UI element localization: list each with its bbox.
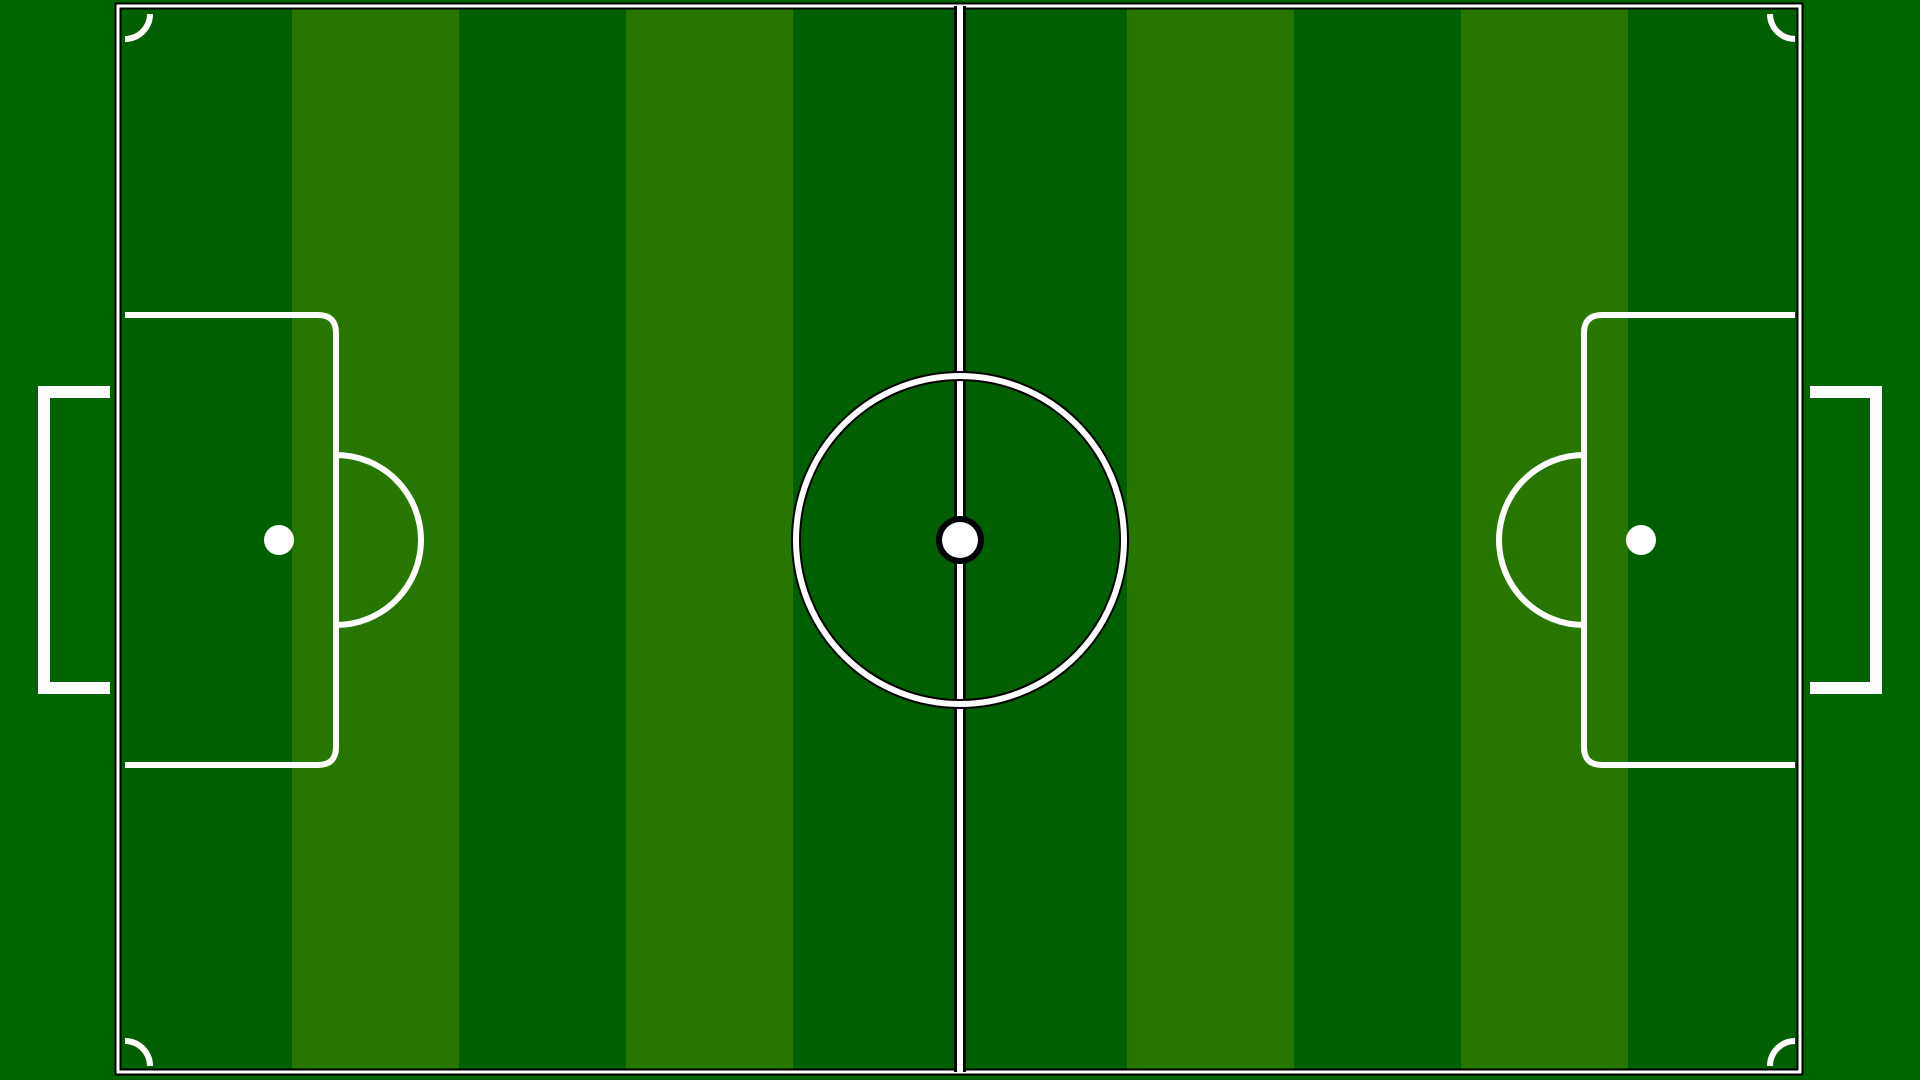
goal-icon-right — [1810, 386, 1882, 694]
pitch-stripe — [960, 9, 1128, 1069]
pitch-stripe — [1294, 9, 1462, 1069]
pitch-stripe — [1461, 9, 1629, 1069]
pitch-stripe — [793, 9, 961, 1069]
goal-icon-left — [38, 386, 110, 694]
pitch-stripe — [1127, 9, 1295, 1069]
corner-arc-icon-bottom-right — [1767, 1038, 1796, 1067]
pitch-stripe — [459, 9, 627, 1069]
pitch-stripe — [292, 9, 460, 1069]
pitch-stripes — [125, 9, 1796, 1069]
right-penalty-area — [1581, 312, 1795, 768]
penalty-spot-icon-right — [1626, 525, 1656, 555]
left-penalty-arc — [335, 452, 424, 628]
pitch-stripe — [1628, 9, 1796, 1069]
center-circle-white — [793, 373, 1127, 707]
right-penalty-arc — [1496, 452, 1585, 628]
center-spot-icon-white — [942, 522, 978, 558]
pitch-stripe — [626, 9, 794, 1069]
corner-arc-icon-bottom-left — [124, 1038, 153, 1067]
pitch-lines — [38, 2, 1882, 1076]
left-penalty-area — [125, 312, 339, 768]
corner-arc-icon-top-right — [1767, 13, 1796, 42]
corner-arc-icon-top-left — [124, 13, 153, 42]
penalty-spot-icon-left — [264, 525, 294, 555]
